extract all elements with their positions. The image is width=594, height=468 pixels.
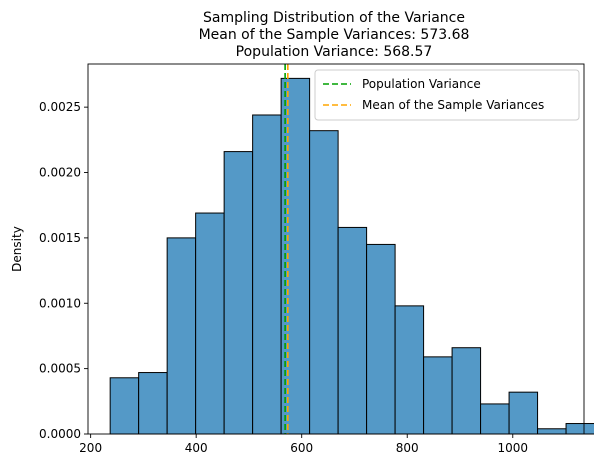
- chart-title: Sampling Distribution of the Variance Me…: [199, 10, 470, 60]
- histogram-bar: [223, 151, 254, 435]
- y-tick-label: 0.0000: [39, 427, 81, 441]
- legend: Population Variance Mean of the Sample Va…: [314, 69, 580, 121]
- histogram-bar: [337, 226, 368, 435]
- histogram-bar: [565, 423, 594, 435]
- histogram-bar: [423, 356, 453, 435]
- histogram-bar: [309, 130, 339, 435]
- y-tick-label: 0.0020: [39, 166, 81, 180]
- x-tick-label: 600: [290, 441, 313, 455]
- histogram-bar: [480, 403, 510, 435]
- title-line-1: Sampling Distribution of the Variance: [203, 10, 465, 26]
- x-tick-label: 400: [185, 441, 208, 455]
- histogram-bar: [195, 212, 225, 435]
- legend-entry: Population Variance: [362, 77, 481, 91]
- histogram-bar: [138, 372, 168, 435]
- y-axis-ticks: 0.0000 0.0005 0.0010 0.0015 0.0020 0.0025: [39, 100, 88, 441]
- reference-lines: [284, 64, 289, 434]
- y-tick-label: 0.0015: [39, 231, 81, 245]
- x-tick-label: 1000: [497, 441, 528, 455]
- y-axis-label: Density: [10, 226, 24, 272]
- title-line-2: Mean of the Sample Variances: 573.68: [199, 27, 470, 43]
- y-tick-label: 0.0010: [39, 296, 81, 310]
- histogram-bar: [109, 377, 140, 435]
- y-tick-label: 0.0025: [39, 100, 81, 114]
- histogram-bar: [366, 243, 396, 435]
- y-tick-label: 0.0005: [39, 362, 81, 376]
- title-line-3: Population Variance: 568.57: [236, 44, 433, 60]
- x-axis-ticks: 200 400 600 800 1000: [79, 434, 528, 455]
- x-tick-label: 800: [396, 441, 419, 455]
- plot-frame: [87, 63, 585, 435]
- legend-entry: Mean of the Sample Variances: [362, 98, 544, 112]
- legend-box: [314, 69, 580, 121]
- histogram-bar: [537, 428, 567, 435]
- x-tick-label: 200: [79, 441, 102, 455]
- histogram-bars: [109, 77, 594, 435]
- histogram-bar: [166, 237, 197, 435]
- histogram-bar: [451, 347, 482, 435]
- histogram-bar: [394, 305, 425, 435]
- histogram-bar: [252, 114, 282, 435]
- histogram-bar: [508, 391, 539, 435]
